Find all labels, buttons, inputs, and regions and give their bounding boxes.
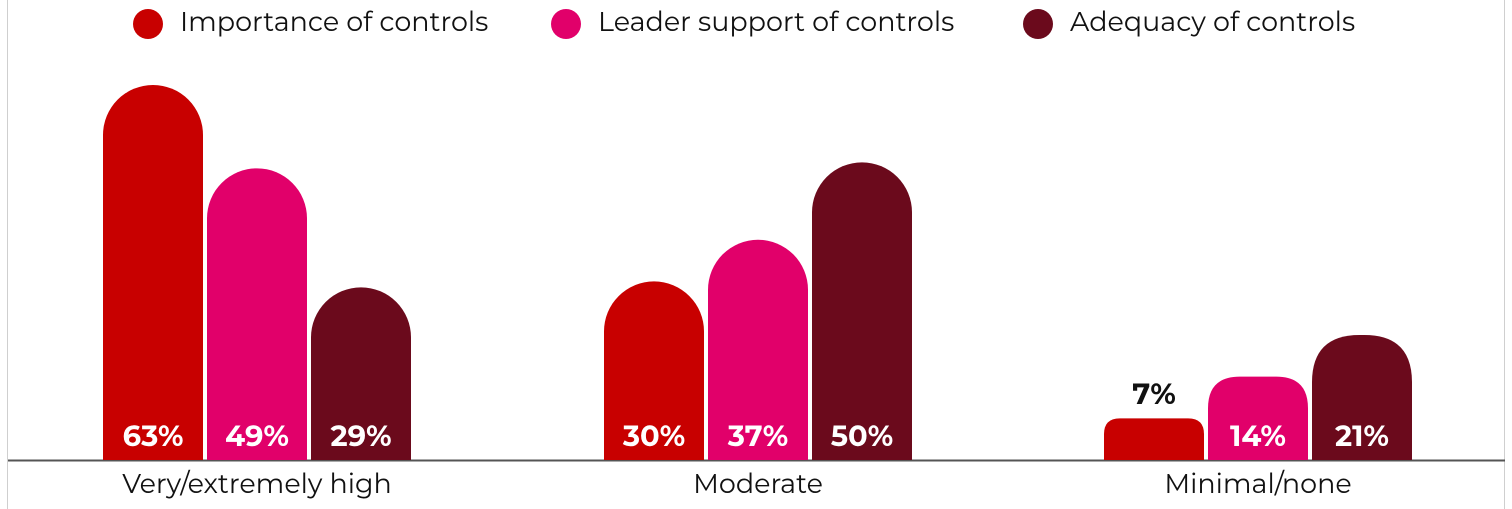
legend-text: Adequacy of controls (1070, 5, 1355, 38)
bar (604, 281, 704, 460)
bar (207, 168, 307, 460)
legend-marker (551, 9, 581, 39)
value-label: 7% (1132, 377, 1176, 412)
value-label: 37% (727, 419, 788, 454)
value-label: 63% (123, 419, 184, 454)
legend-text: Leader support of controls (598, 5, 954, 38)
value-label: 50% (831, 419, 893, 454)
bar (103, 85, 203, 460)
bar (311, 287, 411, 460)
bar (708, 239, 808, 460)
bar (1208, 376, 1308, 460)
value-label: 29% (330, 419, 391, 454)
legend-marker (133, 9, 163, 39)
value-label: 49% (225, 419, 289, 454)
x-tick-label: Very/extremely high (122, 467, 392, 500)
bar (1312, 335, 1412, 460)
frame (7, 0, 1505, 509)
bar (812, 162, 912, 460)
bar (1104, 418, 1204, 460)
value-label: 30% (622, 419, 685, 454)
x-tick-label: Minimal/none (1164, 467, 1351, 500)
legend-text: Importance of controls (180, 5, 488, 38)
x-tick-label: Moderate (693, 467, 823, 500)
value-label: 14% (1230, 419, 1286, 454)
legend-marker (1023, 9, 1053, 39)
value-label: 21% (1335, 419, 1389, 454)
